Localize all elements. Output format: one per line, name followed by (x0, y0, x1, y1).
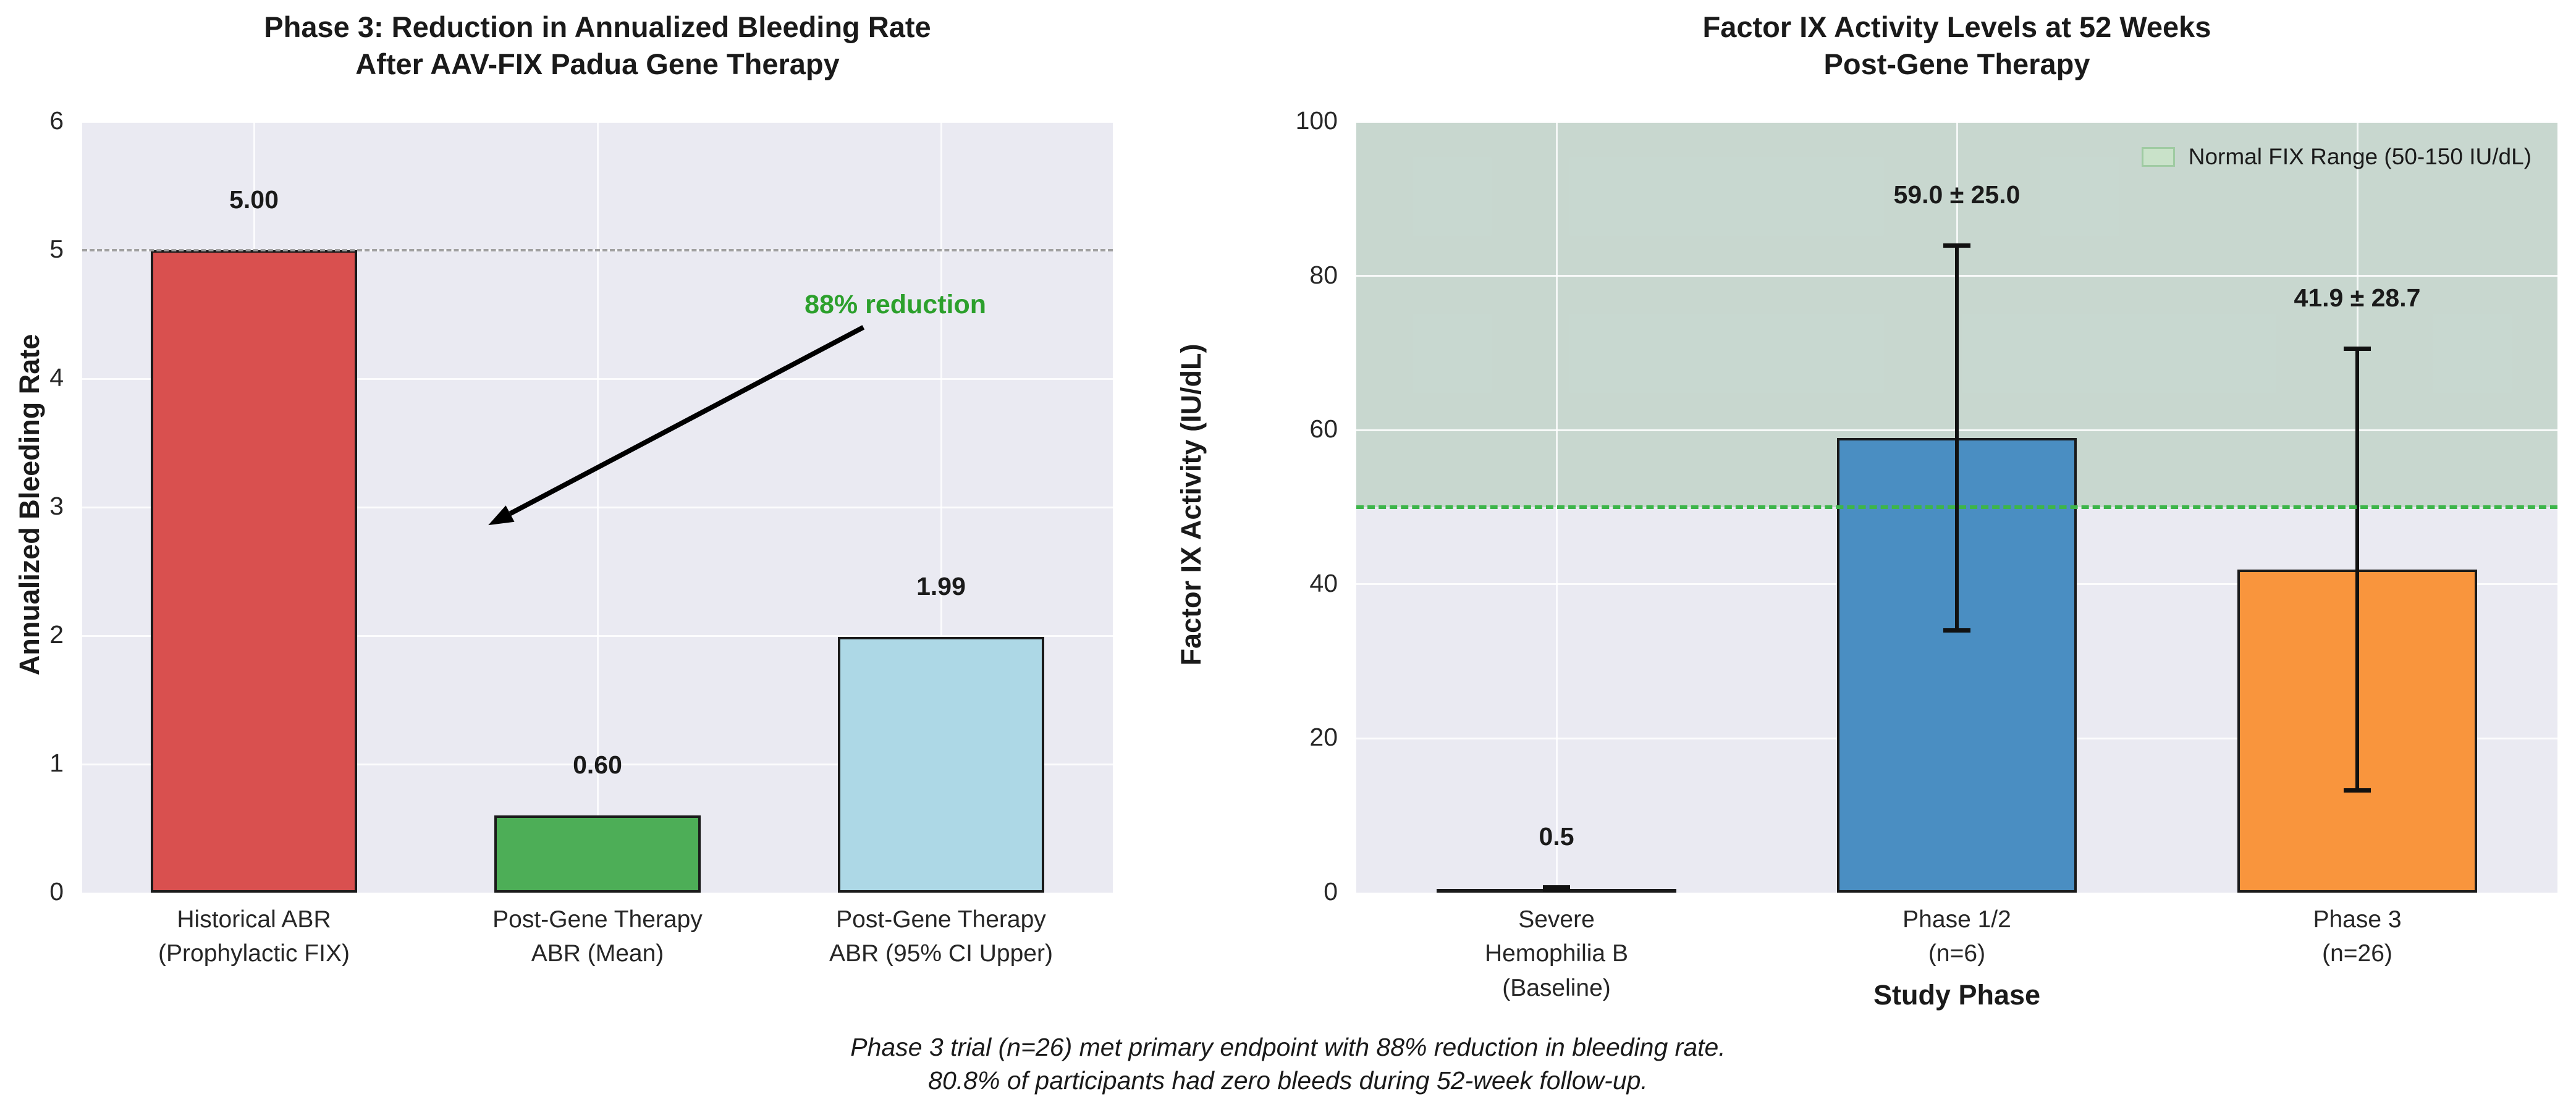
x-tick-label: Severe Hemophilia B (Baseline) (1485, 906, 1628, 1001)
y-tick-label: 0 (49, 877, 64, 906)
figure-caption-line-2: 80.8% of participants had zero bleeds du… (928, 1066, 1648, 1095)
chart-title: Factor IX Activity Levels at 52 Weeks Po… (1702, 11, 2211, 81)
plot-area (1356, 122, 2557, 893)
chart-title: Phase 3: Reduction in Annualized Bleedin… (264, 11, 931, 81)
y-tick-label: 1 (49, 749, 64, 777)
y-tick-label: 6 (49, 106, 64, 135)
bar-value-label: 0.5 (1539, 822, 1574, 851)
legend: Normal FIX Range (50-150 IU/dL) (2141, 144, 2532, 170)
y-tick-label: 20 (1309, 723, 1338, 752)
figure-caption-line-1: Phase 3 trial (n=26) met primary endpoin… (850, 1033, 1726, 1061)
error-bar-cap (1543, 885, 1570, 890)
x-tick-label: Phase 1/2 (n=6) (1902, 906, 2011, 967)
error-bar-cap (2344, 788, 2371, 793)
legend-swatch (2141, 147, 2175, 167)
bar (838, 637, 1044, 893)
y-tick-label: 80 (1309, 260, 1338, 289)
x-tick-label: Historical ABR (Prophylactic FIX) (158, 906, 350, 967)
bar (494, 815, 701, 893)
bar (151, 250, 357, 893)
x-tick-label: Post-Gene Therapy ABR (95% CI Upper) (829, 906, 1053, 967)
annotation-text: 88% reduction (804, 289, 986, 319)
error-bar (2355, 348, 2359, 791)
plot-area (82, 122, 1113, 893)
error-bar-cap (2344, 346, 2371, 351)
bar-value-label: 59.0 ± 25.0 (1893, 180, 2021, 209)
x-tick-label: Phase 3 (n=26) (2313, 906, 2402, 967)
y-tick-label: 40 (1309, 568, 1338, 597)
error-bar-cap (1943, 243, 1970, 248)
y-tick-label: 3 (49, 492, 64, 520)
reference-line (1356, 505, 2557, 509)
y-tick-label: 5 (49, 235, 64, 263)
error-bar (1955, 245, 1959, 631)
y-tick-label: 2 (49, 620, 64, 649)
y-axis-label: Factor IX Activity (IU/dL) (1175, 343, 1207, 666)
y-tick-label: 100 (1295, 106, 1338, 135)
y-tick-label: 4 (49, 363, 64, 392)
bar-value-label: 41.9 ± 28.7 (2294, 283, 2421, 312)
error-bar-cap (1543, 888, 1570, 893)
legend-label: Normal FIX Range (50-150 IU/dL) (2188, 144, 2532, 169)
error-bar-cap (1943, 628, 1970, 633)
bar-value-label: 1.99 (916, 572, 966, 601)
bar-value-label: 5.00 (229, 185, 279, 214)
bar-value-label: 0.60 (573, 751, 622, 780)
reference-line (82, 249, 1113, 251)
y-tick-label: 0 (1324, 877, 1338, 906)
x-axis-label: Study Phase (1873, 979, 2041, 1011)
y-tick-label: 60 (1309, 415, 1338, 444)
x-tick-label: Post-Gene Therapy ABR (Mean) (492, 906, 703, 967)
gridline-v (940, 122, 942, 893)
